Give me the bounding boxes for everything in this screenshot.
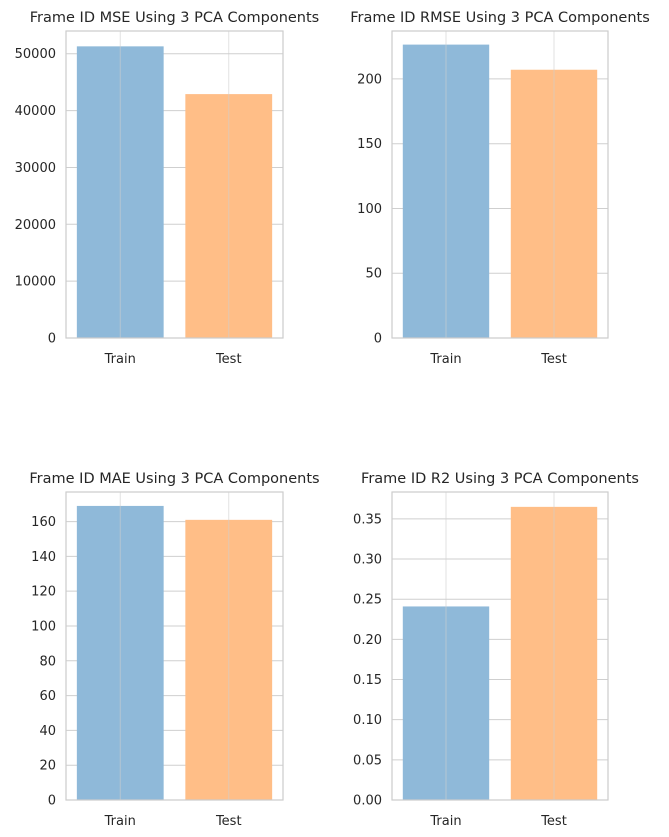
y-tick-label: 40000 [15, 104, 56, 119]
axes-frame [65, 30, 284, 339]
axes-frame [391, 491, 609, 801]
y-tick-label: 0.00 [353, 794, 382, 809]
axes-frame [391, 30, 609, 339]
chart-panel-4: Frame ID R2 Using 3 PCA Components 0.00 0.… [353, 471, 639, 829]
chart-title: Frame ID MAE Using 3 PCA Components [29, 471, 319, 487]
x-tick-label: Test [215, 352, 242, 367]
y-tick-label: 60 [39, 689, 56, 704]
y-tick-label: 0.25 [353, 593, 382, 608]
y-tick-label: 0.30 [353, 553, 382, 568]
y-tick-label: 0.35 [353, 512, 382, 527]
y-tick-label: 0.15 [353, 673, 382, 688]
x-tick-label: Test [215, 814, 242, 829]
y-tick-label: 10000 [15, 275, 56, 290]
x-tick-label: Test [540, 814, 567, 829]
y-tick-label: 120 [31, 585, 56, 600]
axes-frame [65, 491, 284, 801]
y-tick-label: 0.05 [353, 753, 382, 768]
y-tick-label: 0 [48, 794, 56, 809]
y-tick-label: 50 [365, 267, 382, 282]
chart-panel-1: Frame ID MSE Using 3 PCA Components 0 1000… [15, 10, 320, 367]
y-tick-label: 140 [31, 550, 56, 565]
y-tick-label: 30000 [15, 161, 56, 176]
y-tick-label: 160 [31, 515, 56, 530]
x-tick-label: Train [429, 814, 461, 829]
y-tick-label: 200 [357, 72, 382, 87]
chart-title: Frame ID RMSE Using 3 PCA Components [350, 10, 650, 26]
y-tick-label: 100 [357, 202, 382, 217]
y-tick-label: 40 [39, 724, 56, 739]
y-tick-label: 80 [39, 654, 56, 669]
chart-panel-2: Frame ID RMSE Using 3 PCA Components 0 50 1… [350, 10, 650, 367]
chart-panel-3: Frame ID MAE Using 3 PCA Components 0 20 40… [29, 471, 319, 829]
x-tick-label: Train [429, 352, 461, 367]
chart-title: Frame ID MSE Using 3 PCA Components [30, 10, 320, 26]
chart-title: Frame ID R2 Using 3 PCA Components [361, 471, 639, 487]
x-tick-label: Test [540, 352, 567, 367]
y-tick-label: 0 [48, 332, 56, 347]
y-tick-label: 20 [39, 759, 56, 774]
x-tick-label: Train [104, 814, 136, 829]
y-tick-label: 100 [31, 619, 56, 634]
y-tick-label: 50000 [15, 47, 56, 62]
y-tick-label: 150 [357, 137, 382, 152]
y-tick-label: 0.20 [353, 633, 382, 648]
y-tick-label: 20000 [15, 218, 56, 233]
y-tick-label: 0 [374, 332, 382, 347]
y-tick-label: 0.10 [353, 713, 382, 728]
x-tick-label: Train [104, 352, 136, 367]
